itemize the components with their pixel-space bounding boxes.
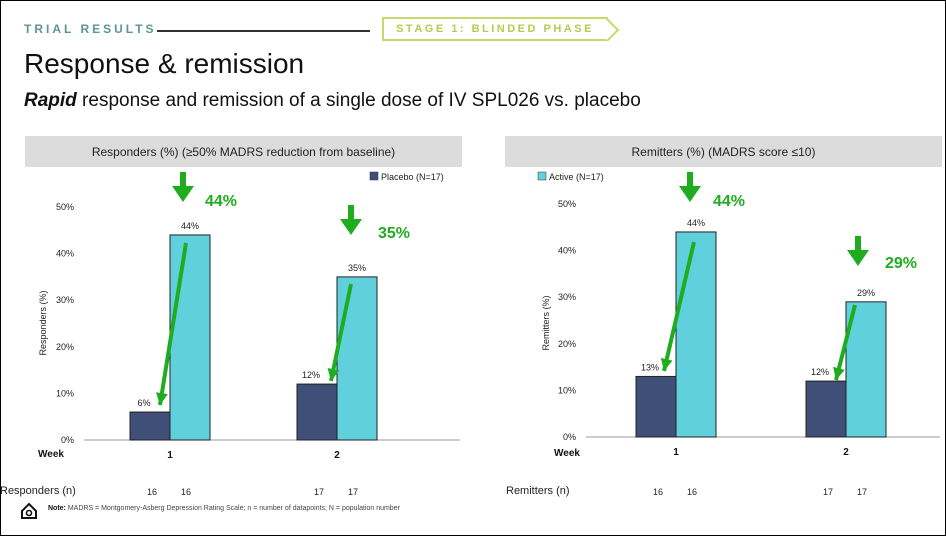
n-value-1-1-1: 17 [857, 487, 867, 497]
y-axis-label-1: Remitters (%) [541, 295, 551, 350]
bar-0-1-0 [296, 383, 338, 441]
footnote-label: Note: [48, 505, 66, 512]
bar-label-0-0-0: 6% [137, 398, 150, 408]
increase-annotation-0-0: 44% [205, 193, 237, 210]
bar-label-1-0-1: 44% [687, 218, 705, 228]
n-value-0-0-1: 16 [181, 487, 191, 497]
legend-swatch-0 [369, 171, 379, 181]
stage-badge: STAGE 1: BLINDED PHASE [382, 17, 608, 41]
down-arrow-stem-1-0 [687, 172, 693, 188]
diagonal-arrow-head-icon-1-1 [833, 366, 845, 380]
panel-title-1: Remitters (%) (MADRS score ≤10) [632, 145, 816, 159]
bar-label-1-1-0: 12% [811, 367, 829, 377]
page-subtitle: Rapid response and remission of a single… [24, 90, 641, 112]
diagonal-arrow-line-0-0 [158, 242, 188, 406]
y-tick-label-1-3: 30% [558, 292, 576, 302]
footnote-text: MADRS = Montgomery-Asberg Depression Rat… [65, 505, 400, 512]
down-arrow-stem-0-1 [348, 205, 354, 221]
x-tick-label-0-0: 1 [167, 450, 173, 461]
section-kicker: TRIAL RESULTS [24, 22, 157, 36]
y-tick-label-0-4: 40% [56, 249, 74, 259]
bar-1-0-1 [675, 231, 717, 438]
y-tick-label-1-2: 20% [558, 339, 576, 349]
x-axis-label-0: Week [38, 449, 64, 460]
n-value-1-1-0: 17 [823, 487, 833, 497]
bar-label-0-1-0: 12% [302, 370, 320, 380]
kicker-rule [157, 30, 370, 32]
x-tick-label-1-0: 1 [673, 447, 679, 458]
panel-title-0: Responders (%) (≥50% MADRS reduction fro… [92, 145, 395, 159]
n-value-0-0-0: 16 [147, 487, 157, 497]
legend-label-0: Placebo (N=17) [381, 172, 444, 182]
n-row-label-1: Remitters (n) [506, 485, 570, 497]
diagonal-arrow-line-1-0 [662, 241, 696, 372]
bar-0-0-0 [129, 411, 171, 441]
down-arrow-icon-1-1 [847, 250, 869, 266]
down-arrow-icon-0-1 [340, 219, 362, 235]
bar-0-0-1 [169, 234, 211, 441]
bar-label-1-1-1: 29% [857, 288, 875, 298]
y-tick-label-1-1: 10% [558, 385, 576, 395]
legend-swatch-1 [537, 171, 547, 181]
down-arrow-icon-0-0 [172, 186, 194, 202]
panel-header-0 [25, 136, 462, 167]
y-tick-label-0-3: 30% [56, 295, 74, 305]
bar-label-0-1-1: 35% [348, 263, 366, 273]
increase-annotation-0-1: 35% [378, 225, 410, 242]
y-tick-label-0-5: 50% [56, 202, 74, 212]
y-axis-label-0: Responders (%) [38, 290, 48, 355]
panel-header-1 [505, 136, 942, 167]
diagonal-arrow-line-0-1 [329, 283, 353, 382]
diagonal-arrow-head-icon-1-0 [660, 357, 673, 371]
n-value-0-1-0: 17 [314, 487, 324, 497]
company-logo-icon [20, 502, 38, 520]
x-axis-label-1: Week [554, 448, 580, 459]
subtitle-emphasis: Rapid [24, 90, 77, 111]
y-tick-label-1-0: 0% [563, 432, 576, 442]
bar-label-0-0-1: 44% [181, 221, 199, 231]
x-tick-label-1-1: 2 [843, 447, 849, 458]
bar-1-1-1 [845, 301, 887, 438]
legend-label-1: Active (N=17) [549, 172, 604, 182]
n-row-label-0: Responders (n) [0, 485, 76, 497]
y-tick-label-1-5: 50% [558, 199, 576, 209]
y-tick-label-0-1: 10% [56, 388, 74, 398]
increase-annotation-1-0: 44% [713, 193, 745, 210]
footnote: Note: MADRS = Montgomery-Asberg Depressi… [48, 505, 400, 512]
y-tick-label-0-2: 20% [56, 342, 74, 352]
diagonal-arrow-head-icon-0-1 [327, 368, 340, 381]
down-arrow-stem-1-1 [855, 236, 861, 252]
increase-annotation-1-1: 29% [885, 255, 917, 272]
n-value-1-0-1: 16 [687, 487, 697, 497]
bar-1-0-0 [635, 375, 677, 438]
y-tick-label-0-0: 0% [61, 435, 74, 445]
n-value-0-1-1: 17 [348, 487, 358, 497]
x-tick-label-0-1: 2 [334, 450, 340, 461]
bar-label-1-0-0: 13% [641, 362, 659, 372]
diagonal-arrow-line-1-1 [834, 304, 857, 381]
n-value-1-0-0: 16 [653, 487, 663, 497]
y-tick-label-1-4: 40% [558, 246, 576, 256]
bar-0-1-1 [336, 276, 378, 441]
down-arrow-icon-1-0 [679, 186, 701, 202]
bar-1-1-0 [805, 380, 847, 438]
down-arrow-stem-0-0 [180, 172, 186, 188]
page-title: Response & remission [24, 48, 305, 79]
diagonal-arrow-head-icon-0-0 [155, 392, 168, 405]
subtitle-text: response and remission of a single dose … [76, 90, 641, 111]
